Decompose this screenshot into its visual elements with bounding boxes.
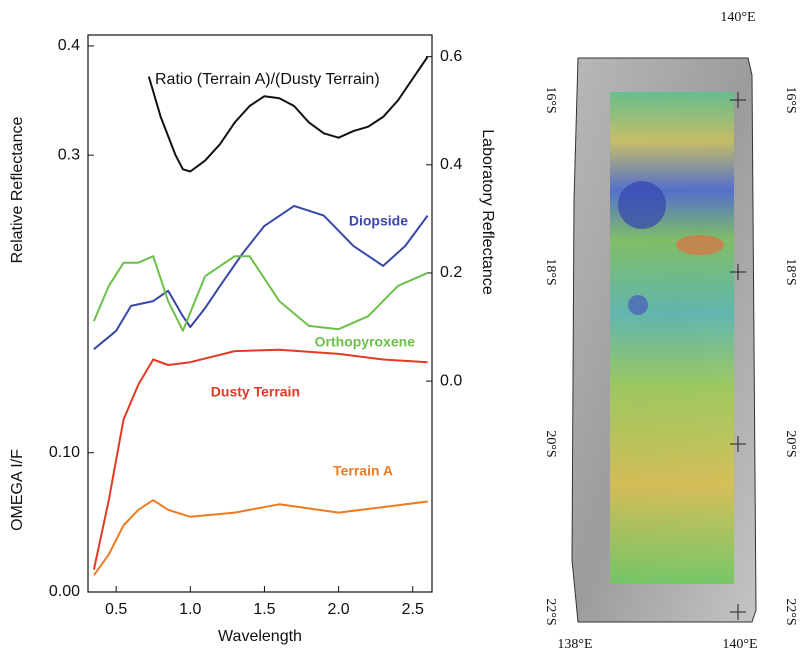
y2-tick-label: 0.0 — [440, 372, 462, 389]
y2-tick-label: 0.2 — [440, 264, 462, 281]
x-axis-label: Wavelength — [218, 628, 302, 645]
series-line — [93, 499, 428, 576]
graticule-cross — [730, 264, 746, 280]
x-tick-label: 2.0 — [327, 601, 349, 618]
plot-frame — [87, 34, 433, 593]
y-tick-label: 0.10 — [49, 444, 80, 461]
map-lat-label: 18°S — [543, 258, 558, 285]
crater — [618, 181, 666, 229]
map-lon-label: 138°E — [557, 637, 592, 652]
map-lat-label: 16°S — [783, 86, 798, 113]
y3-axis-label: Relative Reflectance — [9, 117, 26, 264]
y3-tick-label: 0.3 — [58, 146, 80, 163]
spectral-strip — [610, 92, 734, 584]
series-label: Ratio (Terrain A)/(Dusty Terrain) — [155, 71, 380, 88]
graticule-cross — [730, 604, 746, 620]
y3-tick-label: 0.4 — [58, 37, 80, 54]
y2-axis-label: Laboratory Reflectance — [479, 129, 496, 295]
x-tick-label: 1.5 — [253, 601, 275, 618]
x-tick-label: 1.0 — [179, 601, 201, 618]
series-line — [92, 348, 428, 570]
x-tick-label: 0.5 — [105, 601, 127, 618]
map-lat-label: 18°S — [783, 258, 798, 285]
y2-tick-label: 0.6 — [440, 48, 462, 65]
graticule-cross — [730, 92, 746, 108]
series-label: Diopside — [349, 213, 408, 229]
graticule-cross — [730, 436, 746, 452]
series-label: Orthopyroxene — [315, 334, 416, 350]
y2-tick-label: 0.4 — [440, 156, 462, 173]
anomaly — [676, 235, 724, 255]
map: 140°E 138°E 140°E 16°S 18°S 20°S 22°S 16°S 18°S 2… — [543, 10, 798, 652]
map-lon-label: 140°E — [720, 10, 755, 25]
map-lat-label: 20°S — [783, 430, 798, 457]
map-lat-label: 22°S — [783, 598, 798, 625]
map-lat-label: 20°S — [543, 430, 558, 457]
series-line — [147, 56, 429, 173]
map-lat-label: 16°S — [543, 86, 558, 113]
y-axis-label: OMEGA I/F — [9, 449, 26, 531]
x-tick-label: 2.5 — [402, 601, 424, 618]
y-tick-label: 0.00 — [49, 583, 80, 600]
crater — [628, 295, 648, 315]
series-line — [92, 255, 429, 332]
map-lat-label: 22°S — [543, 598, 558, 625]
map-lon-label: 140°E — [722, 637, 757, 652]
series-label: Dusty Terrain — [211, 384, 300, 400]
series-line — [93, 204, 429, 350]
series-label: Terrain A — [333, 463, 393, 479]
